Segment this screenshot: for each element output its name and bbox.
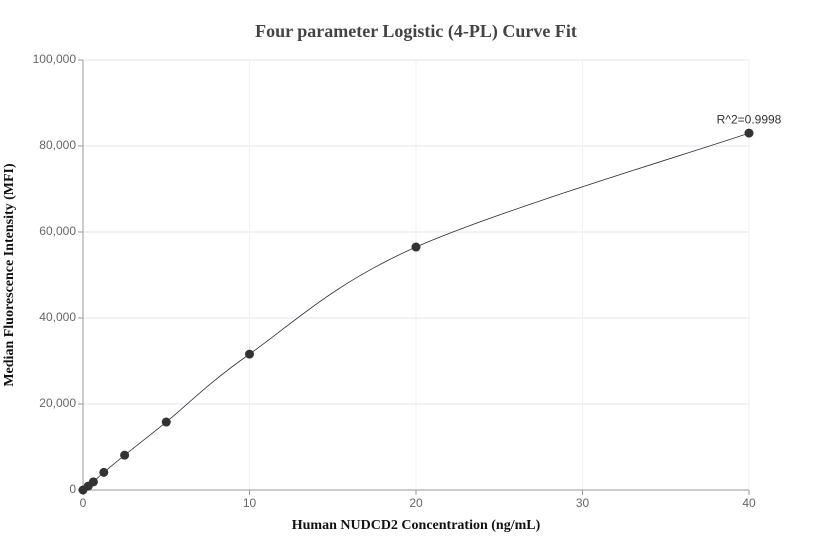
data-point <box>245 349 254 359</box>
x-axis-title: Human NUDCD2 Concentration (ng/mL) <box>292 518 541 533</box>
data-point <box>99 467 109 477</box>
x-tick-label: 30 <box>576 496 590 510</box>
y-tick-label: 40,000 <box>39 310 76 324</box>
x-tick-label: 40 <box>742 496 756 510</box>
chart-title: Four parameter Logistic (4-PL) Curve Fit <box>255 21 577 42</box>
data-point <box>120 450 130 460</box>
y-axis-title: Median Fluorescence Intensity (MFI) <box>2 163 17 387</box>
annotation: R^2=0.9998 <box>717 112 782 126</box>
data-point <box>161 417 171 427</box>
x-tick-label: 20 <box>409 496 423 510</box>
y-tick-label: 80,000 <box>39 138 76 152</box>
y-tick-label: 60,000 <box>39 224 76 238</box>
data-point <box>411 242 421 252</box>
x-tick-label: 10 <box>243 496 257 510</box>
data-point <box>744 128 754 138</box>
y-tick-label: 20,000 <box>39 396 76 410</box>
data-point <box>88 477 98 487</box>
x-tick-label: 0 <box>80 496 87 510</box>
y-tick-label: 100,000 <box>33 52 77 66</box>
y-tick-label: 0 <box>69 482 76 496</box>
